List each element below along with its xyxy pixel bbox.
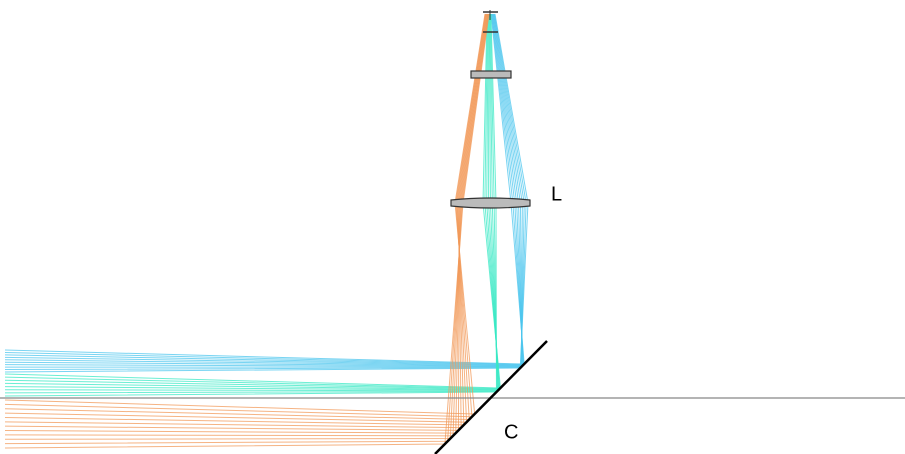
ray	[5, 14, 497, 393]
optical-diagram: L C	[0, 0, 905, 454]
ray	[5, 14, 500, 389]
lens-upper	[471, 71, 511, 78]
ray	[5, 14, 523, 365]
ray	[5, 14, 488, 439]
ray	[5, 14, 524, 364]
ray	[5, 14, 499, 389]
ray	[5, 14, 496, 396]
mirror-label: C	[504, 421, 518, 443]
ray	[5, 14, 522, 367]
ray	[5, 14, 499, 390]
ray	[5, 14, 488, 436]
ray	[5, 14, 498, 391]
ray	[5, 14, 498, 390]
ray	[5, 14, 522, 366]
ray	[5, 14, 500, 388]
lens-label: L	[551, 183, 562, 205]
ray	[5, 14, 524, 364]
page: {"labels": {"lens": "L", "mirror": "C"}}…	[0, 0, 905, 454]
lens-l	[451, 198, 530, 208]
ray	[5, 14, 528, 372]
ray-bundles	[5, 14, 528, 448]
ray	[5, 14, 526, 370]
ray	[5, 14, 522, 366]
ray	[5, 14, 524, 367]
ray	[5, 14, 523, 365]
